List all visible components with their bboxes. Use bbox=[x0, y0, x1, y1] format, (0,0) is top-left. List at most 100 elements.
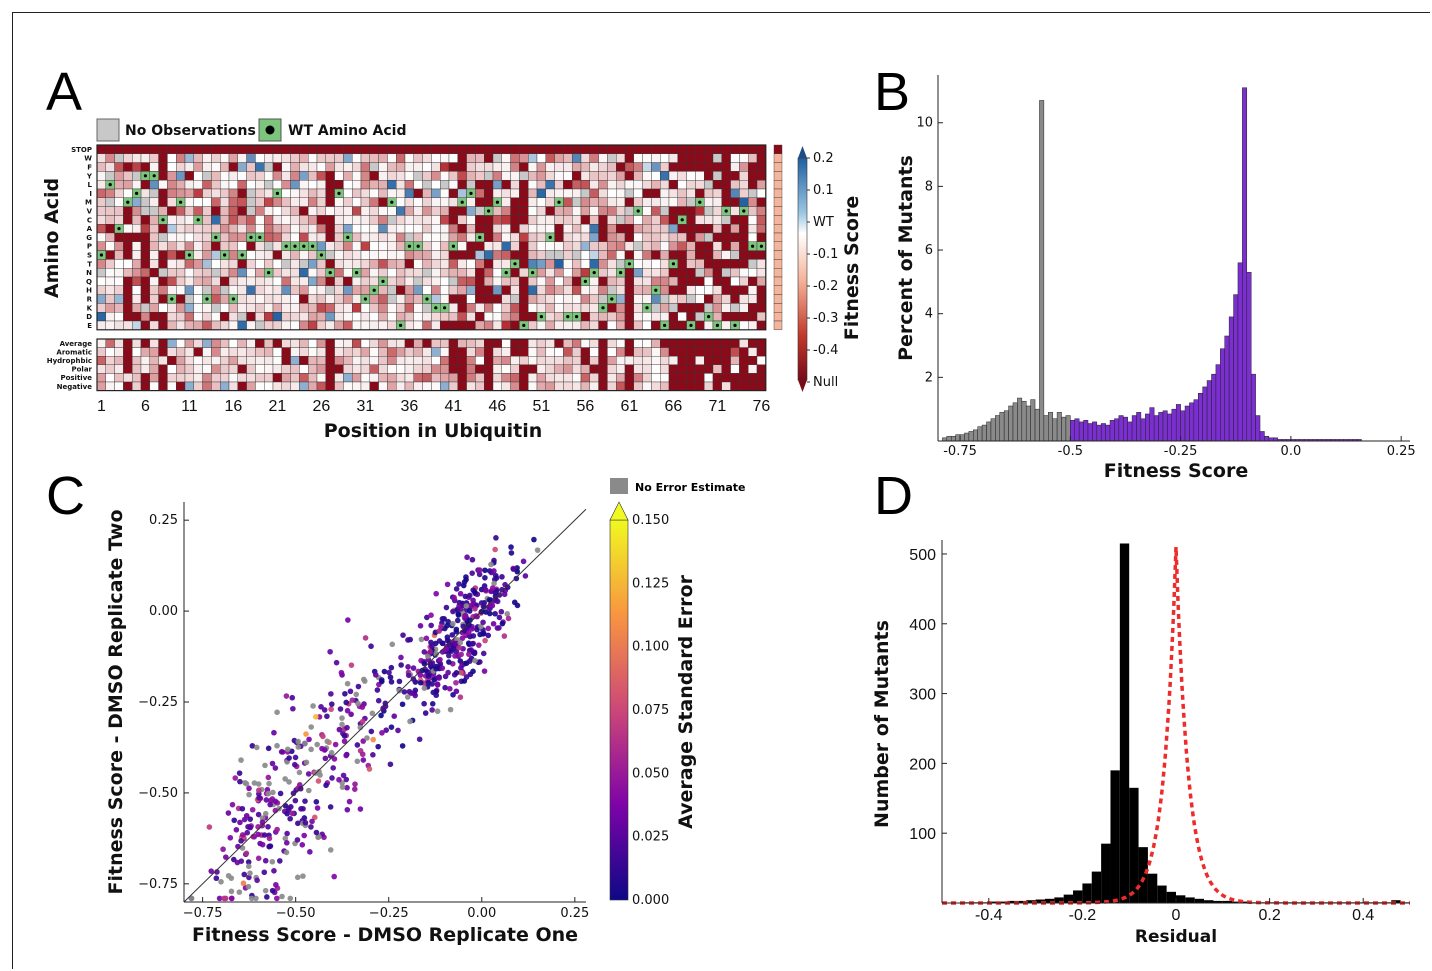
group-cell bbox=[431, 347, 441, 357]
scatter-point bbox=[263, 797, 270, 803]
heatmap-cell bbox=[290, 179, 300, 190]
heatmap-cell bbox=[721, 294, 731, 304]
scatter-point bbox=[407, 718, 413, 725]
heatmap-cell bbox=[228, 223, 239, 234]
heatmap-cell bbox=[131, 197, 142, 207]
scatter-point bbox=[289, 810, 296, 817]
histogram-bar bbox=[1052, 418, 1058, 442]
heatmap-cell bbox=[510, 241, 520, 251]
scatter-point bbox=[277, 790, 284, 797]
heatmap-cell bbox=[563, 285, 573, 295]
heatmap-cell bbox=[272, 268, 283, 278]
heatmap-cell bbox=[589, 162, 599, 172]
heatmap-cell bbox=[325, 171, 335, 181]
x-tick-label: -0.75 bbox=[943, 444, 977, 459]
heatmap-cell bbox=[211, 312, 221, 322]
group-cell bbox=[193, 338, 203, 348]
scatter-point bbox=[425, 653, 431, 660]
heatmap-cell bbox=[281, 162, 291, 172]
heatmap-cell bbox=[219, 276, 230, 287]
heatmap-cell bbox=[264, 241, 274, 251]
heatmap-cell bbox=[598, 232, 608, 243]
heatmap-cell bbox=[739, 320, 749, 331]
heatmap-cell bbox=[598, 223, 608, 234]
group-cell bbox=[457, 373, 467, 383]
colorbar-c-tick-label: 0.100 bbox=[632, 640, 669, 655]
heatmap-cell bbox=[316, 206, 327, 216]
y-tick-label: 10 bbox=[916, 116, 933, 131]
heatmap-cell bbox=[431, 294, 441, 304]
group-cell bbox=[308, 347, 318, 357]
scatter-point bbox=[486, 597, 493, 603]
heatmap-cell bbox=[633, 303, 643, 313]
group-cell bbox=[501, 338, 511, 348]
heatmap-cell bbox=[378, 171, 388, 181]
heatmap-cell bbox=[325, 276, 335, 287]
heatmap-cell bbox=[140, 215, 151, 225]
heatmap-cell bbox=[175, 250, 186, 260]
group-cell bbox=[519, 364, 529, 374]
scatter-point bbox=[504, 611, 511, 617]
scatter-point bbox=[354, 758, 361, 765]
group-cell bbox=[510, 373, 520, 383]
heatmap-cell bbox=[572, 197, 582, 207]
scatter-point bbox=[399, 701, 406, 708]
heatmap-cell bbox=[519, 250, 529, 260]
heatmap-cell bbox=[360, 241, 371, 251]
heatmap-cell bbox=[105, 232, 115, 243]
heatmap-cell bbox=[457, 241, 467, 251]
heatmap-cell bbox=[360, 285, 371, 295]
heatmap-cell bbox=[536, 276, 547, 287]
heatmap-cell bbox=[334, 294, 344, 304]
heatmap-cell bbox=[633, 268, 643, 278]
group-cell bbox=[686, 356, 696, 366]
x-tick-label: −0.75 bbox=[183, 906, 223, 921]
heatmap-cell bbox=[158, 268, 168, 278]
heatmap-cell bbox=[255, 294, 265, 304]
heatmap-cell bbox=[607, 312, 617, 322]
heatmap-cell bbox=[413, 268, 423, 278]
heatmap-cell bbox=[580, 259, 591, 269]
x-tick-label: 11 bbox=[181, 398, 198, 415]
heatmap-cell bbox=[519, 294, 529, 304]
group-cell bbox=[175, 381, 186, 391]
heatmap-cell bbox=[219, 312, 230, 322]
group-cell bbox=[228, 356, 239, 366]
scatter-point bbox=[447, 706, 454, 713]
wt-marker-dot bbox=[619, 271, 623, 275]
heatmap-cell bbox=[466, 285, 476, 295]
heatmap-cell bbox=[193, 206, 203, 216]
scatter-point bbox=[321, 747, 328, 753]
group-cell bbox=[589, 373, 599, 383]
group-cell bbox=[440, 347, 450, 357]
heatmap-cell bbox=[589, 171, 599, 181]
group-cell bbox=[448, 373, 459, 383]
group-cell bbox=[184, 364, 195, 374]
heatmap-cell bbox=[334, 162, 344, 172]
group-cell bbox=[677, 356, 687, 366]
heatmap-cell bbox=[492, 179, 503, 190]
heatmap-cell bbox=[369, 303, 379, 313]
wt-marker-dot bbox=[522, 323, 526, 327]
heatmap-cell bbox=[255, 179, 265, 190]
heatmap-cell bbox=[704, 285, 714, 295]
wt-marker-dot bbox=[715, 323, 720, 327]
group-cell bbox=[167, 347, 177, 357]
heatmap-cell bbox=[642, 179, 652, 190]
heatmap-cell bbox=[598, 320, 608, 331]
heatmap-cell bbox=[501, 179, 511, 190]
heatmap-cell bbox=[651, 188, 661, 199]
heatmap-cell bbox=[448, 268, 459, 278]
group-cell bbox=[369, 338, 379, 348]
heatmap-cell bbox=[457, 215, 467, 225]
heatmap-cell bbox=[545, 144, 555, 155]
heatmap-cell bbox=[404, 312, 415, 322]
scatter-point bbox=[303, 759, 310, 766]
heatmap-cell bbox=[457, 268, 467, 278]
heatmap-cell bbox=[598, 312, 608, 322]
heatmap-cell bbox=[695, 144, 705, 155]
heatmap-cell bbox=[686, 179, 696, 190]
heatmap-cell bbox=[475, 312, 485, 322]
heatmap-cell bbox=[413, 215, 423, 225]
scatter-point bbox=[428, 612, 434, 619]
